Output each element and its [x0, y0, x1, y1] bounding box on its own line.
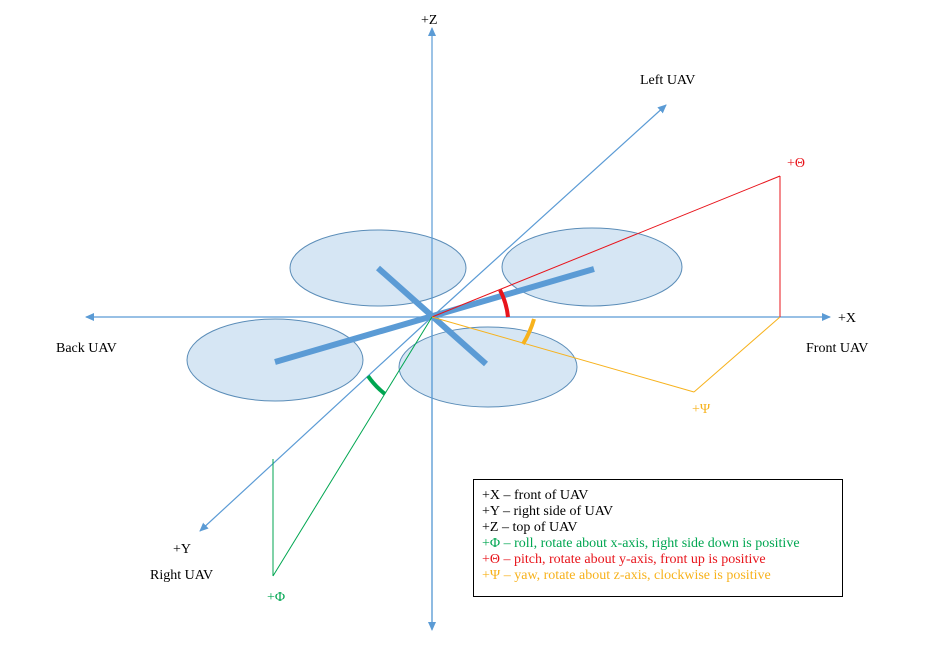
y-axis-label: +Y [173, 542, 191, 557]
left-uav-label: Left UAV [640, 73, 695, 88]
legend: +X – front of UAV +Y – right side of UAV… [473, 479, 843, 597]
z-axis-label: +Z [421, 13, 437, 28]
legend-yaw: +Ψ – yaw, rotate about z-axis, clockwise… [482, 568, 771, 583]
back-uav-label: Back UAV [56, 341, 117, 356]
x-axis-label: +X [838, 311, 856, 326]
rotor-front-right [398, 326, 578, 408]
theta-ray [431, 175, 781, 318]
y-axis [199, 316, 433, 532]
legend-z: +Z – top of UAV [482, 520, 578, 535]
front-uav-label: Front UAV [806, 341, 868, 356]
legend-pitch: +Θ – pitch, rotate about y-axis, front u… [482, 552, 766, 567]
psi-label: +Ψ [692, 402, 711, 417]
psi-side [693, 316, 781, 393]
legend-roll: +Φ – roll, rotate about x-axis, right si… [482, 536, 800, 551]
psi-ray [431, 316, 695, 393]
phi-label: +Φ [267, 590, 285, 605]
psi-arc [521, 318, 536, 346]
legend-x: +X – front of UAV [482, 488, 589, 503]
right-uav-label: Right UAV [150, 568, 213, 583]
phi-ray [272, 316, 433, 577]
theta-arc [498, 289, 510, 318]
legend-y: +Y – right side of UAV [482, 504, 614, 519]
theta-label: +Θ [787, 156, 805, 171]
phi-arc [366, 374, 387, 396]
y-axis-left [431, 104, 667, 318]
frame-arm-left-right [376, 265, 488, 367]
